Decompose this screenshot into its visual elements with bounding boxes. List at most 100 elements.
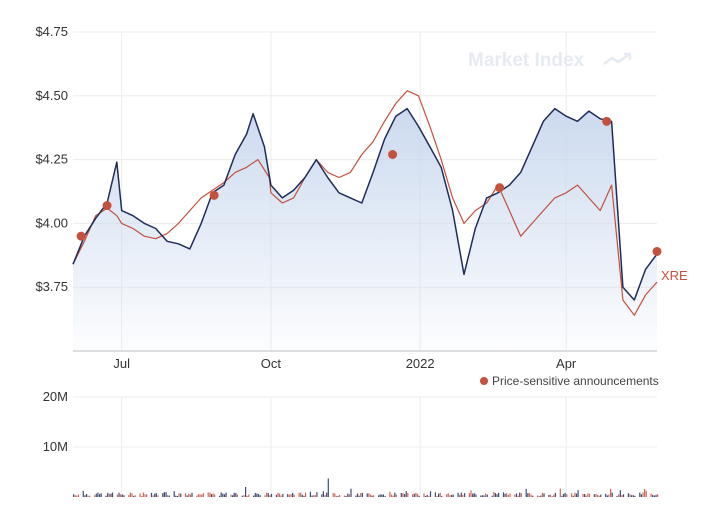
volume-bar (639, 492, 641, 497)
volume-bar (84, 495, 86, 497)
volume-bar (253, 495, 255, 497)
x-tick-label: Oct (261, 356, 282, 371)
volume-bar (246, 495, 248, 497)
volume-bar (593, 494, 595, 497)
volume-bar (350, 488, 352, 497)
volume-bar (416, 493, 419, 497)
watermark-text: Market Index (468, 50, 585, 71)
price-y-tick-label: $4.00 (35, 215, 68, 230)
volume-bar (541, 492, 543, 497)
volume-bar (77, 494, 80, 497)
volume-bar (645, 490, 647, 497)
volume-bar (141, 496, 143, 497)
volume-y-tick-label: 20M (43, 389, 68, 404)
volume-bar (287, 494, 289, 497)
volume-bar (254, 493, 256, 497)
volume-bars (73, 478, 659, 497)
volume-bar (245, 487, 247, 497)
volume-bar (269, 495, 271, 497)
volume-bar (426, 495, 428, 497)
legend-marker (480, 377, 488, 385)
legend-announcements-label: Price-sensitive announcements (492, 374, 659, 388)
volume-bar (243, 495, 245, 497)
volume-bar (207, 492, 209, 497)
volume-bar (551, 496, 553, 497)
volume-bar (305, 492, 307, 497)
volume-bar (123, 495, 125, 497)
volume-bar (606, 495, 608, 497)
volume-bar (562, 494, 565, 497)
volume-bar (553, 494, 555, 497)
volume-bar (485, 493, 487, 497)
volume-bar (600, 494, 602, 497)
announcement-marker[interactable] (602, 116, 612, 126)
volume-bar (528, 493, 530, 497)
volume-bar (655, 494, 657, 497)
volume-bar (248, 494, 250, 497)
volume-bar (118, 492, 120, 497)
volume-bar (105, 495, 107, 497)
volume-bar (378, 495, 380, 497)
volume-bar (154, 493, 156, 497)
volume-bar (116, 494, 118, 497)
volume-bar (412, 494, 414, 497)
stock-price-line (72, 107, 658, 301)
volume-bar (314, 495, 316, 497)
announcement-marker[interactable] (76, 231, 86, 241)
volume-bar (191, 492, 193, 497)
volume-bar (631, 495, 633, 497)
volume-bar (110, 493, 112, 497)
volume-bar (184, 493, 187, 497)
volume-bar (441, 495, 443, 497)
volume-bar (108, 493, 110, 497)
announcement-marker[interactable] (102, 201, 112, 211)
volume-bar (392, 495, 394, 497)
volume-bar (300, 492, 302, 497)
volume-bar (423, 493, 425, 497)
volume-bar (566, 494, 568, 497)
volume-bar (520, 493, 522, 497)
volume-bar (429, 491, 432, 497)
volume-bar (436, 495, 438, 497)
announcement-marker[interactable] (652, 246, 662, 256)
volume-bar (150, 492, 153, 497)
volume-bar (86, 494, 88, 497)
volume-bar (561, 495, 563, 497)
volume-bar (371, 495, 373, 497)
announcement-marker[interactable] (388, 149, 398, 159)
volume-bar (202, 493, 204, 497)
volume-bar (345, 496, 347, 497)
volume-bar (355, 495, 357, 497)
announcement-marker[interactable] (209, 190, 219, 200)
volume-bar (223, 494, 226, 497)
volume-bar (389, 491, 391, 497)
volume-bar (532, 495, 534, 497)
volume-bar (176, 496, 178, 497)
volume-bar (321, 494, 323, 497)
volume-bar (481, 495, 483, 497)
volume-bar (538, 496, 540, 497)
volume-bar (506, 493, 508, 497)
volume-bar (157, 495, 159, 497)
volume-bar (360, 493, 362, 497)
volume-bar (87, 495, 89, 497)
volume-bar (241, 495, 243, 497)
price-y-tick-label: $4.25 (35, 152, 68, 167)
volume-bar (74, 495, 76, 497)
volume-bar (519, 492, 521, 497)
volume-bar (189, 494, 191, 497)
volume-bar (451, 495, 453, 497)
volume-bar (515, 493, 518, 497)
stock-price-area (73, 108, 657, 351)
volume-bar (327, 478, 329, 497)
volume-bar (611, 492, 613, 497)
volume-bar (209, 492, 211, 497)
volume-y-tick-label: 10M (43, 439, 68, 454)
announcement-marker[interactable] (495, 183, 505, 193)
volume-bar (475, 494, 477, 497)
volume-bar (514, 494, 516, 497)
volume-bar (462, 494, 464, 497)
volume-bar (608, 494, 610, 497)
volume-bar (634, 495, 636, 497)
volume-bar (449, 495, 451, 497)
